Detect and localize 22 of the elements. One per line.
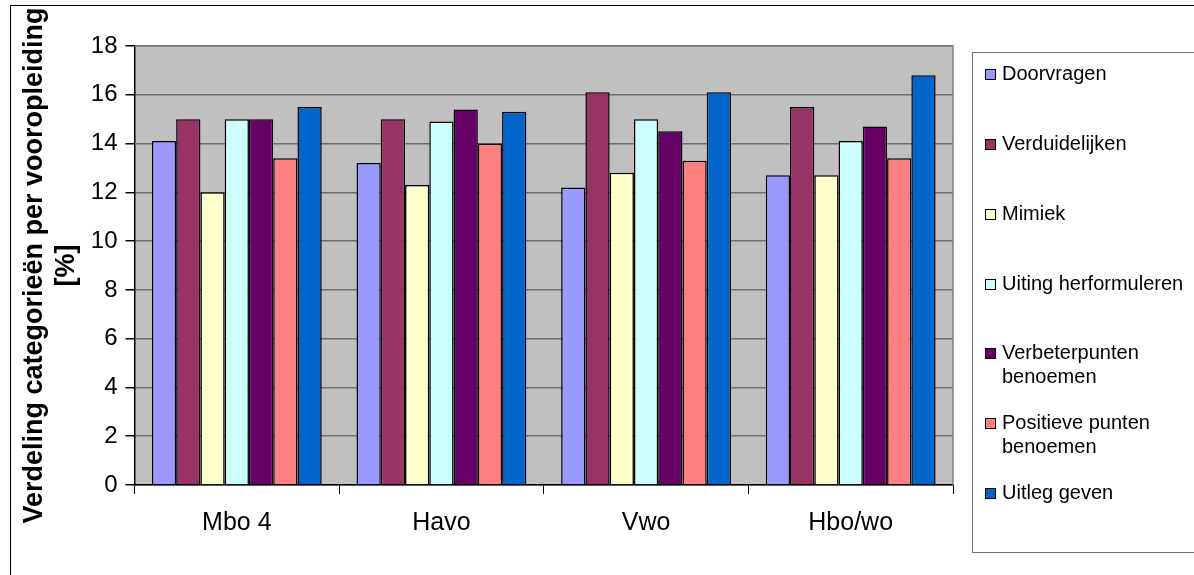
legend-label: Positieve punten benoemen xyxy=(1002,410,1151,459)
y-tick-label: 12 xyxy=(90,176,118,204)
y-tick-label: 16 xyxy=(90,79,118,107)
legend-label: Mimiek xyxy=(1002,200,1066,225)
legend-label: Uiting herformuleren xyxy=(1002,270,1184,295)
legend-label: Verbeterpunten benoemen xyxy=(1002,340,1140,389)
y-axis-title: Verdeling categorieën per vooropleiding [%] xyxy=(17,7,81,524)
y-tick-label: 2 xyxy=(104,420,118,448)
y-tick-label: 0 xyxy=(104,469,118,497)
y-tick-label: 8 xyxy=(104,274,118,302)
x-tick-label: Hbo/wo xyxy=(808,506,894,535)
x-tick-label: Havo xyxy=(412,506,471,535)
x-tick-label: Vwo xyxy=(621,506,671,535)
legend-label: Uitleg geven xyxy=(1002,480,1114,505)
legend-label: Verduidelijken xyxy=(1002,130,1127,155)
legend-label: Doorvragen xyxy=(1002,61,1107,85)
y-tick-label: 18 xyxy=(90,30,118,58)
y-tick-label: 14 xyxy=(90,128,118,156)
y-tick-label: 6 xyxy=(104,323,118,351)
y-tick-label: 4 xyxy=(104,372,118,400)
y-tick-label: 10 xyxy=(90,225,118,253)
x-tick-label: Mbo 4 xyxy=(202,506,272,535)
